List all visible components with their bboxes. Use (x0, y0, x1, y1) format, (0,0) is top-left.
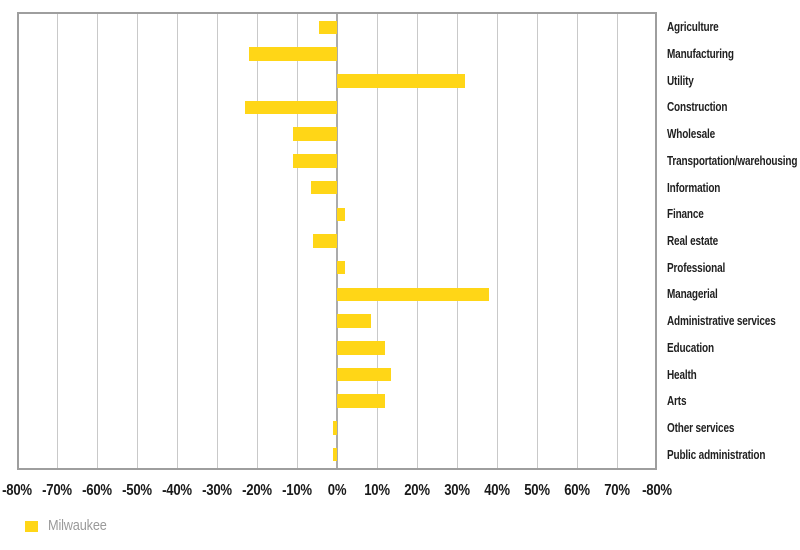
bar-transportation-warehousing (293, 154, 337, 168)
x-tick-label: -60% (82, 482, 112, 499)
gridline (297, 14, 298, 468)
bar-public-administration (333, 447, 337, 462)
gridline (377, 14, 378, 468)
plot-area (17, 12, 657, 470)
x-tick-label: -40% (162, 482, 192, 499)
x-tick-label: -80% (2, 482, 32, 499)
bar-utility (337, 74, 465, 88)
x-tick-label: 50% (524, 482, 550, 499)
bar-manufacturing (249, 47, 337, 61)
bar-other-services (333, 421, 337, 435)
bar-arts (337, 394, 385, 408)
gridline (617, 14, 618, 468)
x-tick-label: 10% (364, 482, 390, 499)
category-label-professional: Professional (667, 260, 726, 275)
bar-wholesale (293, 127, 337, 141)
x-tick-label: 20% (404, 482, 430, 499)
gridline (537, 14, 538, 468)
category-label-public-administration: Public administration (667, 447, 766, 462)
category-label-real-estate: Real estate (667, 233, 719, 248)
gridline (217, 14, 218, 468)
category-label-transportation-warehousing: Transportation/warehousing (667, 153, 798, 168)
x-tick-label: 30% (444, 482, 470, 499)
legend-label-milwaukee: Milwaukee (48, 518, 107, 534)
gridline (257, 14, 258, 468)
category-label-agriculture: Agriculture (667, 20, 719, 35)
x-tick-label: 60% (564, 482, 590, 499)
x-tick-label: 70% (604, 482, 630, 499)
category-label-wholesale: Wholesale (667, 127, 716, 142)
category-label-education: Education (667, 340, 714, 355)
category-label-managerial: Managerial (667, 287, 718, 302)
category-label-construction: Construction (667, 100, 728, 115)
bar-real-estate (313, 234, 337, 248)
category-label-administrative-services: Administrative services (667, 314, 776, 329)
gridline (137, 14, 138, 468)
bar-information (311, 180, 337, 195)
category-label-other-services: Other services (667, 420, 735, 435)
legend-swatch-milwaukee (25, 520, 38, 532)
gridline (457, 14, 458, 468)
x-tick-label: 40% (484, 482, 510, 499)
gridline (177, 14, 178, 468)
legend: Milwaukee (25, 518, 115, 534)
x-tick-label: -80% (642, 482, 672, 499)
gridline (497, 14, 498, 468)
category-label-utility: Utility (667, 73, 694, 88)
bar-finance (337, 207, 345, 222)
bar-agriculture (319, 20, 337, 35)
gridline (417, 14, 418, 468)
category-label-finance: Finance (667, 207, 704, 222)
gridline (577, 14, 578, 468)
x-axis: -80% -70% -60% -50% -40% -30% -20% -10% 0% 10% 20%… (0, 482, 800, 506)
bar-administrative-services (337, 314, 371, 328)
bar-construction (245, 100, 337, 115)
bar-education (337, 341, 385, 355)
x-tick-label: -20% (242, 482, 272, 499)
gridline (57, 14, 58, 468)
gridline (97, 14, 98, 468)
category-label-health: Health (667, 367, 697, 382)
category-label-manufacturing: Manufacturing (667, 47, 734, 62)
bar-managerial (337, 287, 489, 302)
x-tick-label: 0% (327, 482, 347, 499)
x-tick-label: -10% (282, 482, 312, 499)
bar-professional (337, 260, 345, 275)
x-tick-label: -50% (122, 482, 152, 499)
category-label-arts: Arts (667, 394, 687, 409)
category-label-information: Information (667, 180, 721, 195)
x-tick-label: -30% (202, 482, 232, 499)
bar-health (337, 367, 391, 382)
x-tick-label: -70% (42, 482, 72, 499)
zero-axis-line (336, 14, 338, 468)
category-axis: Agriculture Manufacturing Utility Construct… (667, 14, 800, 468)
